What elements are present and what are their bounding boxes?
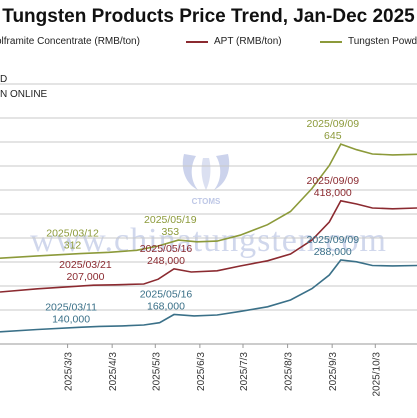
chart-legend: olframite Concentrate (RMB/ton) APT (RMB… <box>0 36 417 54</box>
series-line-1 <box>0 199 417 293</box>
legend-label-tungsten-powder: Tungsten Powde <box>348 36 417 47</box>
annotation-date: 2025/05/16 <box>140 243 193 255</box>
annotation-value: 140,000 <box>52 313 90 325</box>
x-tick-label: 2025/8/3 <box>284 352 295 391</box>
annotation-date: 2025/05/19 <box>144 214 197 226</box>
x-tick-label: 2025/6/3 <box>196 352 207 391</box>
legend-item-wolframite: olframite Concentrate (RMB/ton) <box>0 36 140 47</box>
annotation-date: 2025/09/09 <box>307 175 360 187</box>
legend-item-tungsten-powder: Tungsten Powde <box>320 36 417 47</box>
annotation-value: 288,000 <box>314 246 352 258</box>
annotation-value: 248,000 <box>147 255 185 267</box>
annotation-date: 2025/03/21 <box>59 259 112 271</box>
logo-text: CTOMS <box>192 197 221 206</box>
annotation-value: 312 <box>64 240 82 252</box>
annotation-date: 2025/03/12 <box>46 228 99 240</box>
x-tick-label: 2025/4/3 <box>108 352 119 391</box>
annotation-value: 645 <box>324 130 342 142</box>
annotation-value: 353 <box>162 226 180 238</box>
x-tick-label: 2025/3/3 <box>64 352 75 391</box>
x-tick-label: 2025/5/3 <box>151 352 162 391</box>
x-tick-label: 2025/7/3 <box>239 352 250 391</box>
annotation-date: 2025/05/16 <box>140 289 193 301</box>
legend-swatch-apt <box>186 40 208 43</box>
units-line-2: N ONLINE <box>0 89 48 100</box>
annotation-value: 168,000 <box>147 301 185 313</box>
annotation-value: 418,000 <box>314 187 352 199</box>
annotation-date: 2025/03/11 <box>45 301 97 313</box>
annotation-date: 2025/09/09 <box>307 118 360 130</box>
chart-title: Tungsten Products Price Trend, Jan-Dec 2… <box>2 6 415 27</box>
units-line-1: D <box>0 74 8 85</box>
legend-label-apt: APT (RMB/ton) <box>214 36 282 47</box>
annotation-value: 207,000 <box>66 271 104 283</box>
legend-swatch-tungsten-powder <box>320 40 342 43</box>
x-tick-label: 2025/10/3 <box>371 352 382 397</box>
units-note: D N ONLINE <box>0 72 47 102</box>
series-line-2 <box>0 143 417 259</box>
series-line-0 <box>0 259 417 333</box>
x-tick-label: 2025/9/3 <box>328 352 339 391</box>
legend-label-wolframite: olframite Concentrate (RMB/ton) <box>0 36 140 47</box>
annotation-date: 2025/09/09 <box>307 234 360 246</box>
legend-item-apt: APT (RMB/ton) <box>186 36 282 47</box>
